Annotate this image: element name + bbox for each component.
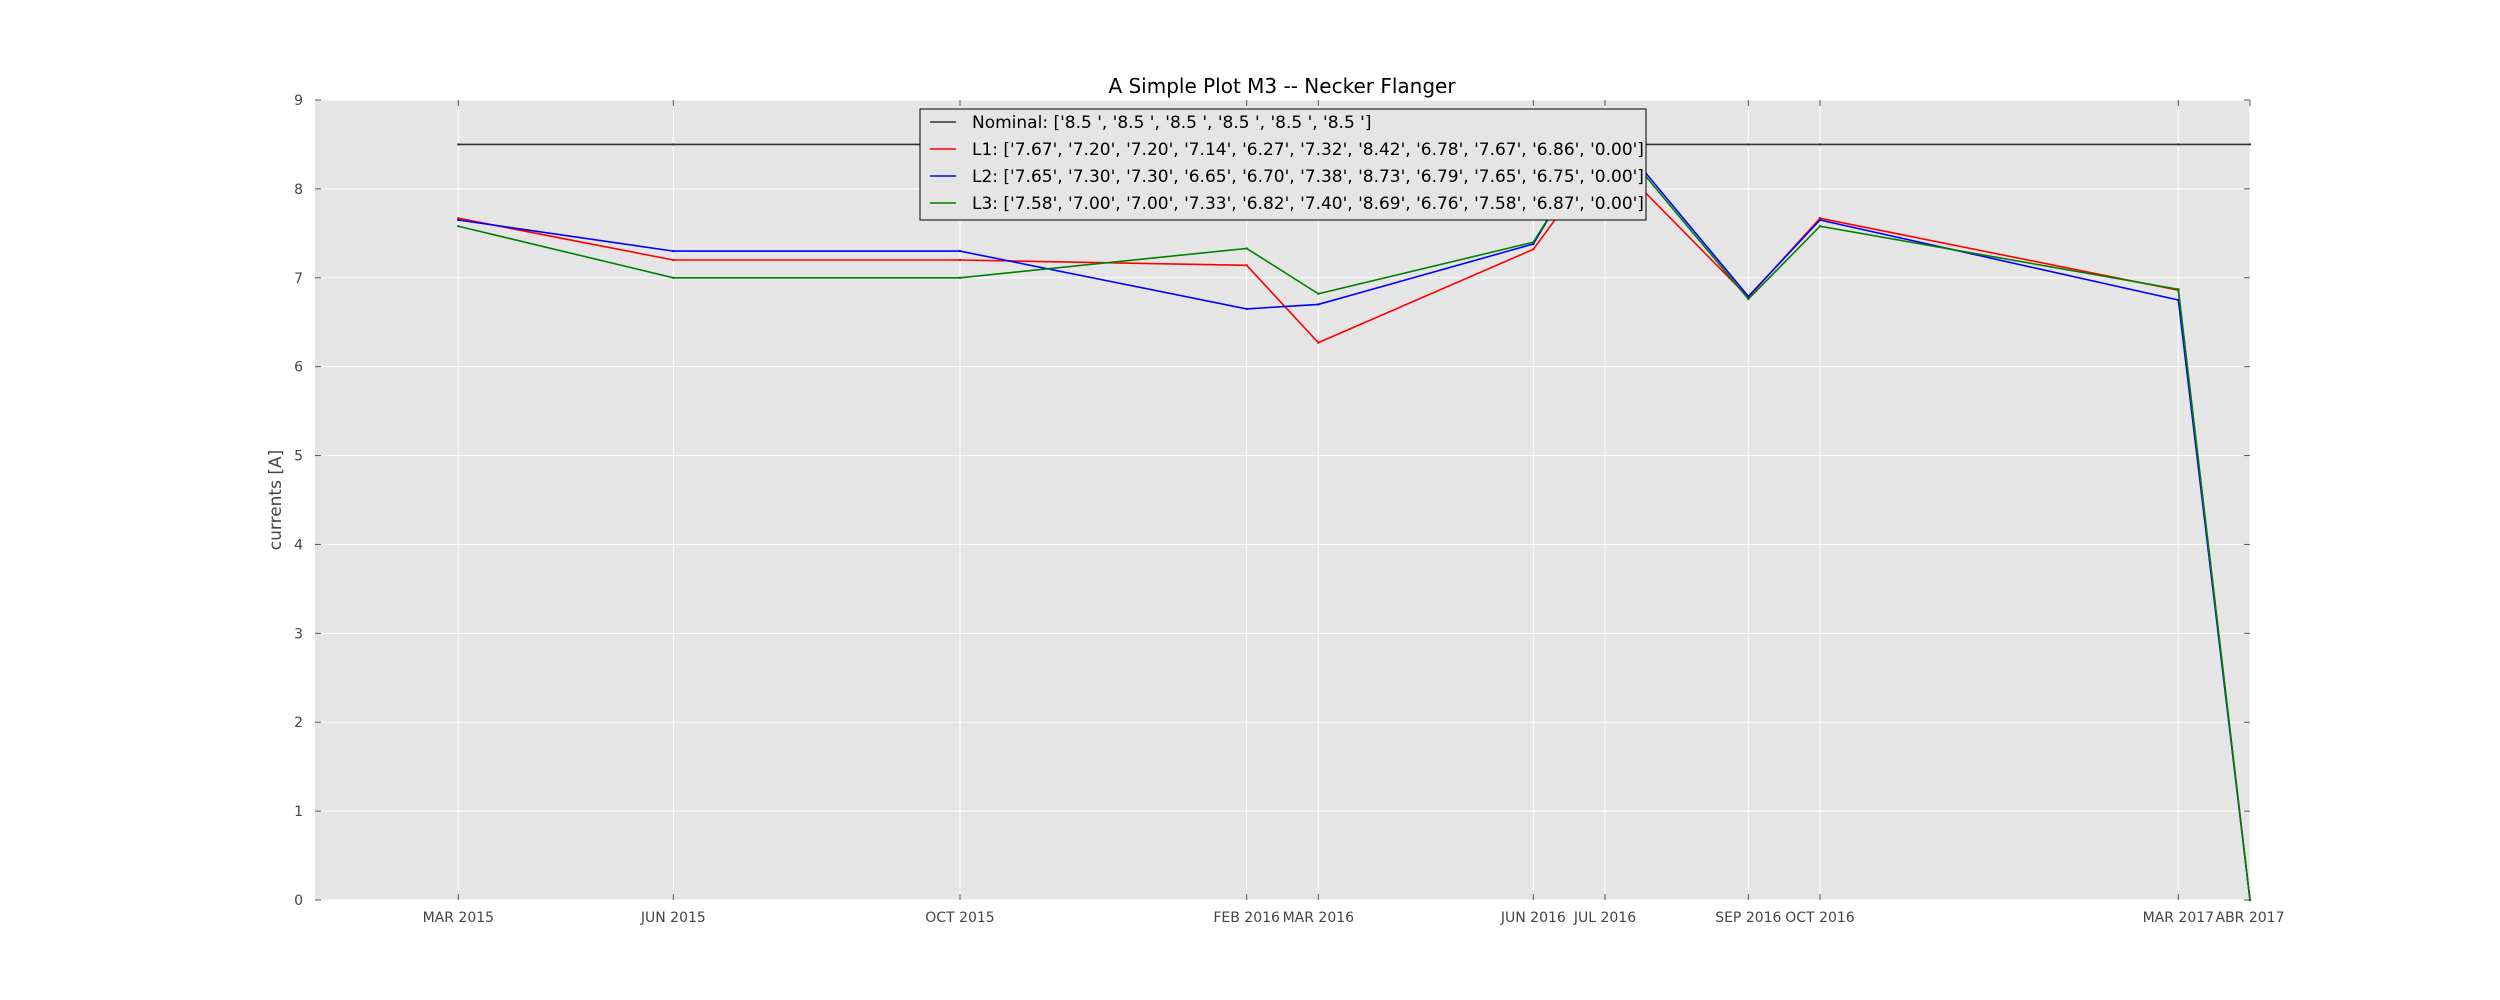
data-point-l3: [457, 225, 460, 228]
y-axis-label: currents [A]: [266, 450, 286, 550]
data-point-l3: [672, 276, 675, 279]
y-tick-labels: 0 1 2 3 4 5 6 7 8 9: [294, 93, 303, 909]
data-point-l3: [1317, 292, 1320, 295]
x-tick-label: OCT 2016: [1785, 910, 1855, 926]
legend: Nominal: ['8.5 ', '8.5 ', '8.5 ', '8.5 '…: [919, 108, 1647, 221]
y-tick-label: 2: [294, 715, 303, 731]
legend-label: L2: ['7.65', '7.30', '7.30', '6.65', '6.…: [972, 167, 1644, 187]
y-tick-label: 6: [294, 360, 303, 376]
y-tick-label: 3: [294, 626, 303, 642]
x-tick-label: MAR 2016: [1283, 910, 1355, 926]
data-point-l2: [672, 249, 675, 253]
data-point-l2: [1245, 307, 1248, 311]
y-tick-label: 5: [294, 449, 303, 465]
plot-area: [315, 100, 2250, 900]
x-tick-label: JUL 2016: [1573, 910, 1636, 926]
series-lines: [457, 122, 2252, 902]
legend-label: L3: ['7.58', '7.00', '7.00', '7.33', '6.…: [972, 194, 1644, 214]
data-point-l2: [958, 249, 962, 253]
data-point-l2: [1818, 218, 1822, 222]
x-tick-labels: MAR 2015 JUN 2015 OCT 2015 FEB 2016 MAR 2016…: [423, 910, 2285, 926]
data-point-l1: [1532, 248, 1535, 251]
y-tick-label: 8: [294, 182, 303, 198]
x-tick-label: MAR 2017: [2143, 910, 2214, 926]
data-point-l3: [1245, 247, 1248, 250]
tick-marks: [315, 99, 2251, 901]
x-tick-label: FEB 2016: [1213, 910, 1280, 926]
data-point-l2: [1747, 295, 1750, 298]
y-tick-label: 1: [294, 804, 303, 820]
grid-lines: [315, 99, 2251, 901]
legend-box: [919, 108, 1647, 221]
chart-title: A Simple Plot M3 -- Necker Flanger: [1108, 74, 1456, 98]
legend-entries: Nominal: ['8.5 ', '8.5 ', '8.5 ', '8.5 '…: [930, 113, 1644, 214]
x-tick-label: ABR 2017: [2216, 910, 2285, 926]
data-point-nominal: [2248, 143, 2252, 146]
data-point-l3: [2248, 898, 2252, 902]
x-tick-label: OCT 2015: [925, 910, 994, 926]
data-point-l1: [1317, 341, 1320, 344]
y-tick-label: 0: [294, 893, 303, 909]
data-point-nominal: [672, 143, 675, 146]
data-point-nominal: [1747, 143, 1750, 146]
data-point-nominal: [1818, 143, 1822, 146]
data-point-nominal: [2177, 143, 2180, 146]
y-tick-label: 9: [294, 93, 303, 109]
data-point-l1: [672, 258, 675, 262]
y-tick-label: 4: [294, 537, 303, 553]
data-point-l3: [1747, 297, 1750, 301]
data-point-l2: [1532, 242, 1535, 246]
data-point-l3: [2177, 288, 2180, 291]
data-point-l1: [457, 217, 460, 220]
data-point-nominal: [457, 143, 460, 146]
data-point-l1: [1818, 217, 1822, 220]
legend-label: L1: ['7.67', '7.20', '7.20', '7.14', '6.…: [972, 140, 1644, 160]
x-tick-label: MAR 2015: [423, 910, 494, 926]
data-point-l3: [1532, 241, 1535, 244]
data-point-l2: [457, 218, 460, 222]
x-tick-label: JUN 2016: [1500, 910, 1566, 926]
x-tick-label: SEP 2016: [1715, 910, 1781, 926]
y-tick-label: 7: [294, 271, 303, 287]
x-tick-label: JUN 2015: [640, 910, 706, 926]
data-point-l3: [1818, 225, 1822, 228]
data-point-l1: [1245, 264, 1248, 267]
data-point-l2: [1317, 303, 1320, 306]
data-point-l3: [958, 276, 962, 279]
data-point-l1: [958, 258, 962, 262]
legend-label: Nominal: ['8.5 ', '8.5 ', '8.5 ', '8.5 '…: [972, 113, 1371, 133]
